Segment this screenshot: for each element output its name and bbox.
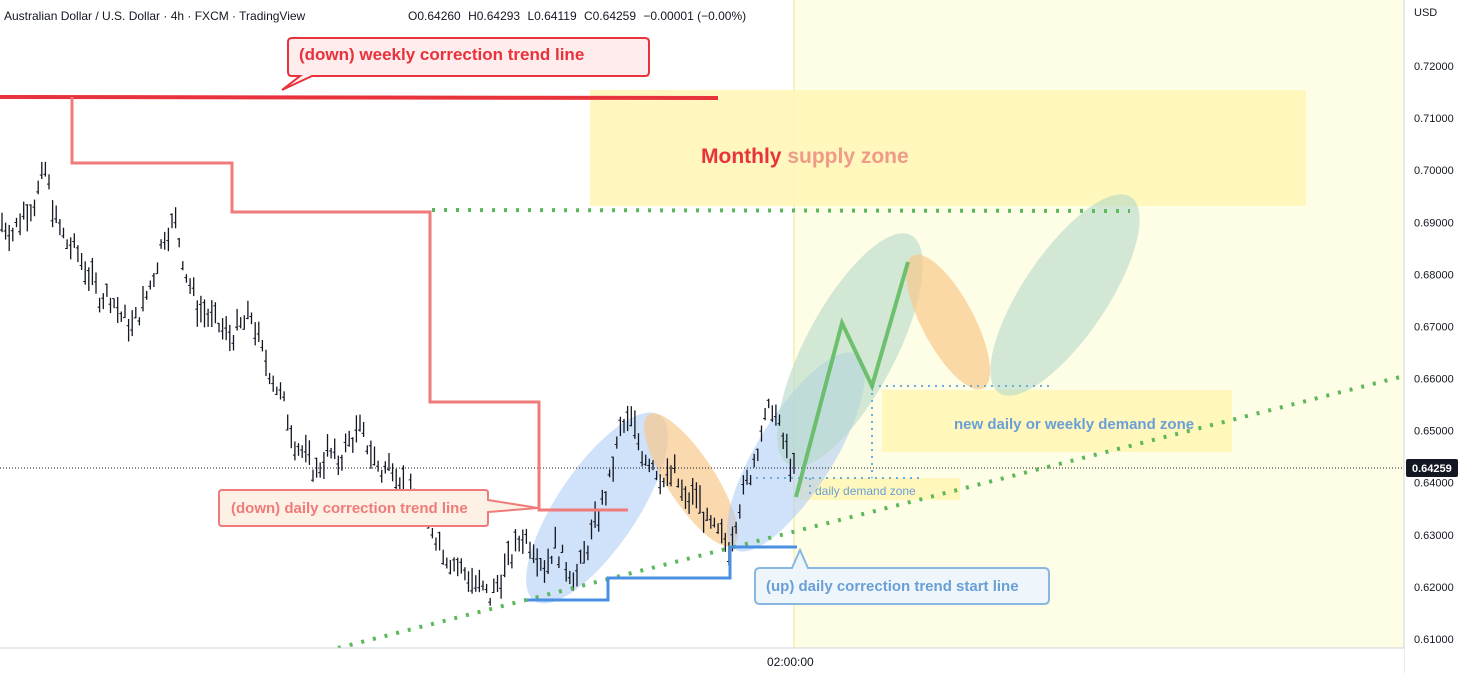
weekly-callout: (down) weekly correction trend line: [281, 37, 650, 91]
price-tick: 0.65000: [1414, 426, 1454, 438]
new-demand-label: new daily or weekly demand zone: [954, 416, 1194, 433]
supply-zone-label-a: Monthly: [701, 145, 782, 168]
green-dotted-target[interactable]: [431, 208, 1131, 213]
up-correction-steps[interactable]: [527, 545, 797, 602]
price-tick: 0.61000: [1414, 634, 1454, 646]
supply-zone-label-b: supply zone: [787, 145, 908, 168]
price-tick: 0.63000: [1414, 530, 1454, 542]
price-tick: 0.71000: [1414, 113, 1454, 125]
weekly-trend-line[interactable]: [0, 95, 719, 100]
symbol-title[interactable]: Australian Dollar / U.S. Dollar · 4h · F…: [4, 9, 306, 23]
current-price-badge: 0.64259: [1406, 459, 1458, 477]
up-daily-callout: (up) daily correction trend start line: [754, 547, 1050, 605]
ohlc-high: H0.64293: [468, 9, 520, 23]
time-axis-text: 02:00:00: [767, 655, 814, 669]
wave-ellipses: [526, 194, 1140, 604]
time-axis-bg[interactable]: [0, 648, 1404, 673]
price-axis-bg[interactable]: [1404, 0, 1464, 673]
price-tick: 0.62000: [1414, 582, 1454, 594]
daily-down-callout-text: (down) daily correction trend line: [231, 500, 468, 517]
daily-downtrend-steps[interactable]: [70, 97, 628, 512]
daily-demand-zone: [800, 478, 960, 500]
ohlc-close: C0.64259: [584, 9, 636, 23]
green-ellipse-2: [990, 194, 1140, 396]
candles: [0, 161, 795, 606]
price-tick: 0.68000: [1414, 269, 1454, 281]
daily-down-callout: (down) daily correction trend line: [218, 489, 539, 527]
currency-label: USD: [1414, 7, 1437, 19]
ohlc-values: O0.64260 H0.64293 L0.64119 C0.64259 −0.0…: [408, 9, 746, 23]
green-ellipse-1: [777, 233, 923, 467]
supply-zone-label: Monthly supply zone: [701, 145, 909, 168]
ohlc-low: L0.64119: [527, 9, 576, 23]
price-tick: 0.70000: [1414, 165, 1454, 177]
price-tick: 0.72000: [1414, 61, 1454, 73]
orange-ellipse-1: [643, 413, 739, 547]
current-price-text: 0.64259: [1412, 463, 1452, 475]
price-tick: 0.64000: [1414, 478, 1454, 490]
ohlc-open: O0.64260: [408, 9, 461, 23]
blue-ellipse-1: [526, 412, 668, 604]
price-ticks: 0.72000 0.71000 0.70000 0.69000 0.68000 0.670…: [1414, 61, 1454, 646]
ohlc-change: −0.00001 (−0.00%): [643, 9, 746, 23]
price-tick: 0.69000: [1414, 217, 1454, 229]
up-daily-callout-text: (up) daily correction trend start line: [766, 578, 1019, 595]
price-tick: 0.67000: [1414, 321, 1454, 333]
price-tick: 0.66000: [1414, 374, 1454, 386]
new-demand-zone: [882, 390, 1232, 452]
weekly-callout-text: (down) weekly correction trend line: [299, 45, 584, 64]
daily-demand-label: daily demand zone: [815, 484, 916, 498]
time-axis-label: 02:00:00: [758, 653, 828, 671]
header-bg: [0, 3, 762, 29]
monthly-supply-zone: [590, 90, 1306, 206]
projection-path: [794, 261, 910, 498]
orange-ellipse-2: [905, 254, 991, 390]
